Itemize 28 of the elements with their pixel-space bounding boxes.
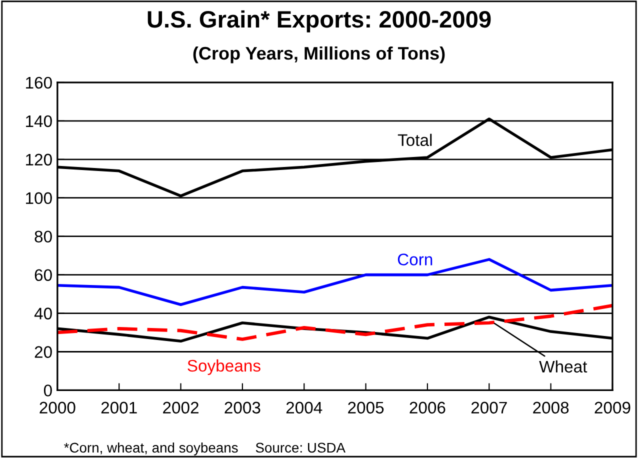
y-tick-label: 100 xyxy=(26,192,52,204)
x-tick-label: 2000 xyxy=(40,402,76,414)
chart-title: U.S. Grain* Exports: 2000-2009 xyxy=(148,10,491,32)
y-tick-label: 40 xyxy=(34,308,52,320)
series-label: Soybeans xyxy=(188,359,260,375)
text: *Corn, wheat, and soybeans xyxy=(64,442,238,456)
x-tick-label: 2005 xyxy=(348,402,384,414)
x-tick-label: 2007 xyxy=(471,402,507,414)
y-tick-label: 160 xyxy=(26,76,52,89)
x-tick-label: 2006 xyxy=(410,402,446,414)
x-tick-label: 2008 xyxy=(533,402,569,414)
x-tick-label: 2002 xyxy=(163,402,198,414)
y-tick-label: 80 xyxy=(34,230,52,243)
y-tick-label: 140 xyxy=(26,115,52,128)
x-tick-label: 2001 xyxy=(101,402,137,414)
y-tick-label: 120 xyxy=(26,154,52,166)
y-tick-label: 0 xyxy=(44,384,52,396)
y-tick-label: 60 xyxy=(34,269,52,282)
source-note: Source: USDA xyxy=(256,442,346,453)
x-tick-label: 2009 xyxy=(594,402,630,414)
series-label: Corn xyxy=(398,254,432,266)
y-tick-label: 20 xyxy=(34,346,52,358)
series-label: Total xyxy=(398,134,432,146)
chart-subtitle: (Crop Years, Millions of Tons) xyxy=(193,46,445,64)
x-tick-label: 2004 xyxy=(286,402,322,414)
line-series xyxy=(57,304,612,341)
series-label: Wheat xyxy=(539,360,588,373)
x-tick-label: 2003 xyxy=(224,402,260,414)
